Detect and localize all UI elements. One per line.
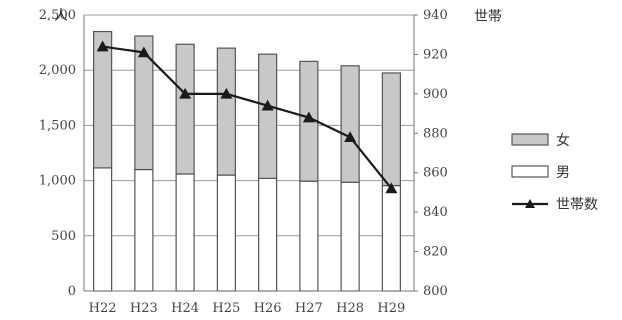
left-tick-label: 2,500 <box>39 8 76 23</box>
bar-segment <box>216 47 236 176</box>
line-marker <box>137 46 150 58</box>
legend-swatch <box>511 165 549 178</box>
right-tick-label: 920 <box>423 47 448 62</box>
x-tick-label: H28 <box>336 301 364 316</box>
line-path <box>102 45 393 190</box>
line-marker <box>220 87 233 99</box>
left-tick-label: 0 <box>68 284 76 299</box>
bar-segment <box>258 177 278 292</box>
axes <box>83 15 415 292</box>
right-tick-label: 900 <box>423 87 448 102</box>
legend-label: 女 <box>556 132 570 149</box>
bars <box>93 30 401 292</box>
line-marker <box>179 87 192 99</box>
legend-label: 男 <box>556 165 570 181</box>
left-axis-unit: 人 <box>54 8 68 24</box>
right-tick-label: 940 <box>423 8 448 23</box>
bar-segment <box>175 43 195 175</box>
right-tick-label: 880 <box>423 126 448 141</box>
bar-segment <box>93 167 113 292</box>
bar-segment <box>134 168 154 292</box>
right-axis-unit: 世帯 <box>474 9 502 25</box>
left-axis-ticks: 0 500 1,000 1,500 2,000 2,500 <box>39 8 76 299</box>
household-line <box>96 40 398 194</box>
left-tick-label: 500 <box>51 229 76 244</box>
bar-segment <box>381 72 401 187</box>
bar-segment <box>216 174 236 292</box>
legend-swatch <box>511 133 549 146</box>
x-tick-label: H29 <box>377 301 405 316</box>
right-tick-label: 860 <box>423 166 448 181</box>
bar-segment <box>134 35 154 171</box>
x-tick-label: H22 <box>89 301 117 316</box>
x-tick-label: H24 <box>171 301 199 316</box>
bar-segment <box>175 173 195 292</box>
left-tick-label: 1,000 <box>39 174 76 189</box>
left-tick-label: 1,500 <box>39 118 76 133</box>
bar-segment <box>93 30 113 169</box>
line-marker <box>302 111 315 123</box>
left-tick-label: 2,000 <box>39 63 76 78</box>
legend-marker <box>525 199 535 208</box>
line-marker <box>96 40 109 52</box>
x-axis-ticks: H22 H23 H24 H25 H26 H27 H28 H29 <box>89 301 406 316</box>
x-tick-label: H23 <box>130 301 158 316</box>
line-marker <box>344 131 357 143</box>
bar-segment <box>381 184 401 292</box>
line-marker <box>261 99 274 111</box>
bar-segment <box>340 65 360 183</box>
legend-label: 世帯数 <box>556 197 598 213</box>
x-tick-label: H26 <box>254 301 282 316</box>
bar-segment <box>340 181 360 292</box>
gridlines <box>84 14 414 237</box>
x-tick-label: H25 <box>212 301 240 316</box>
bar-segment <box>299 180 319 292</box>
right-axis-ticks: 800 820 840 860 880 900 920 940 <box>414 8 448 299</box>
right-tick-label: 820 <box>423 245 448 260</box>
line-marker <box>385 182 398 194</box>
x-tick-label: H27 <box>295 301 323 316</box>
bar-segment <box>258 53 278 179</box>
right-tick-label: 800 <box>423 284 448 299</box>
right-tick-label: 840 <box>423 205 448 220</box>
